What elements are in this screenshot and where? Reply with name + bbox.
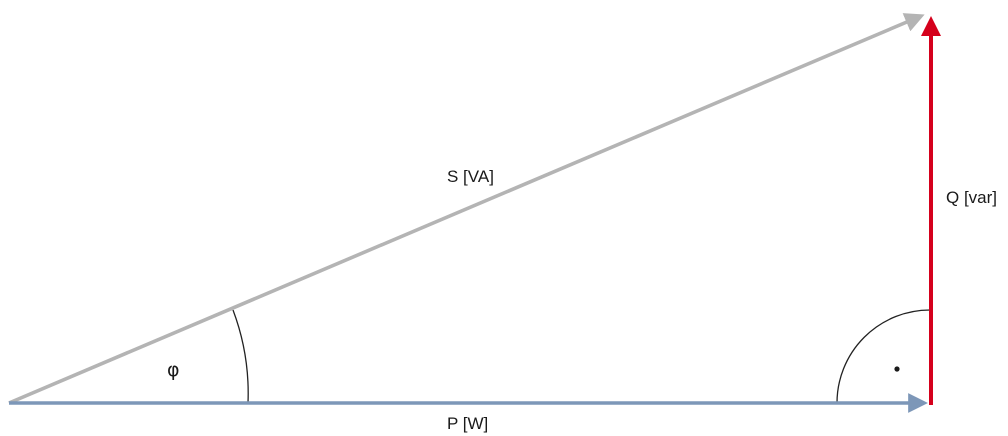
active-power-label: P [W]	[447, 414, 488, 433]
apparent-power-label: S [VA]	[447, 167, 494, 186]
right-angle-dot	[894, 366, 900, 372]
angle-arc-phi	[232, 309, 249, 404]
reactive-power-label: Q [var]	[946, 188, 997, 207]
apparent-power-vector	[8, 13, 925, 405]
angle-phi-label: φ	[167, 359, 180, 381]
right-angle-arc	[836, 309, 931, 404]
